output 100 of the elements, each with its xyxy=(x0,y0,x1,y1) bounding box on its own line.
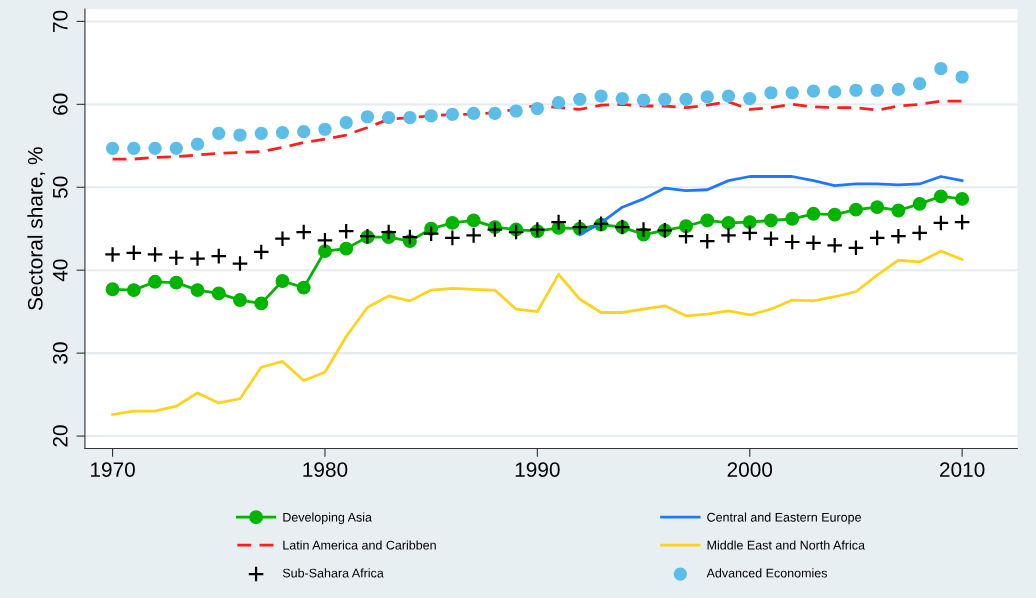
point xyxy=(252,243,270,261)
point xyxy=(275,125,290,140)
point xyxy=(679,92,693,106)
point xyxy=(783,233,801,251)
point xyxy=(148,141,162,155)
point xyxy=(233,128,247,142)
y-tick-label: 60 xyxy=(52,93,68,115)
point xyxy=(573,92,587,106)
point xyxy=(401,228,419,246)
point xyxy=(870,83,884,97)
point xyxy=(465,226,483,244)
point xyxy=(189,250,206,267)
point xyxy=(700,213,715,228)
y-tick-label: 20 xyxy=(52,425,68,447)
point xyxy=(275,274,290,288)
x-tick-label: 1990 xyxy=(515,462,560,477)
point xyxy=(742,215,757,230)
point xyxy=(316,231,334,249)
point xyxy=(105,282,120,297)
point xyxy=(890,227,907,245)
point xyxy=(295,223,313,241)
point xyxy=(635,221,652,238)
point xyxy=(741,224,759,242)
legend-label: Middle East and North Africa xyxy=(707,540,865,550)
point xyxy=(764,213,778,228)
point xyxy=(105,141,120,155)
point xyxy=(360,110,375,124)
point xyxy=(698,232,716,250)
point xyxy=(233,293,247,308)
point xyxy=(254,296,269,311)
point xyxy=(212,126,226,140)
point xyxy=(424,109,438,123)
point xyxy=(868,229,886,247)
point xyxy=(274,230,291,248)
x-tick-label: 1980 xyxy=(303,462,348,477)
y-tick-label: 40 xyxy=(52,259,68,282)
point xyxy=(467,106,481,121)
legend-label: Sub-Sahara Africa xyxy=(282,568,384,578)
point xyxy=(169,275,184,290)
point xyxy=(190,137,205,151)
legend-label: Latin America and Caribben xyxy=(283,540,436,550)
x-tick-label: 1970 xyxy=(90,462,135,477)
point xyxy=(339,116,353,130)
point xyxy=(127,141,141,155)
point xyxy=(849,83,863,97)
point xyxy=(911,224,929,242)
point xyxy=(806,84,821,98)
point xyxy=(955,191,970,206)
point xyxy=(444,229,461,247)
point xyxy=(828,85,842,99)
point xyxy=(594,89,608,103)
point xyxy=(933,189,948,204)
point xyxy=(679,219,693,234)
point xyxy=(210,247,228,265)
point xyxy=(848,202,863,217)
point xyxy=(934,62,948,76)
point xyxy=(827,207,842,222)
point xyxy=(403,111,417,125)
legend-label: Central and Eastern Europe xyxy=(707,512,861,525)
point xyxy=(296,280,311,295)
point xyxy=(677,227,695,245)
point xyxy=(380,223,398,241)
point xyxy=(847,239,865,257)
point xyxy=(382,111,396,125)
point xyxy=(700,90,714,104)
point xyxy=(764,86,778,100)
x-tick-label: 2010 xyxy=(940,462,985,477)
point xyxy=(658,92,672,106)
x-tick-label: 2000 xyxy=(727,462,773,477)
point xyxy=(126,283,141,298)
legend-label: Advanced Economies xyxy=(706,568,828,578)
point xyxy=(762,230,780,248)
point xyxy=(148,274,162,289)
legend-label: Developing Asia xyxy=(283,512,372,525)
point xyxy=(912,196,927,211)
point xyxy=(167,249,185,267)
y-tick-label: 50 xyxy=(52,176,68,199)
point xyxy=(297,125,311,139)
point xyxy=(507,223,525,241)
point xyxy=(337,222,355,240)
point xyxy=(550,213,567,231)
point xyxy=(891,203,906,218)
point xyxy=(445,215,460,230)
y-tick-label: 30 xyxy=(52,342,68,364)
point xyxy=(530,101,544,116)
point xyxy=(169,141,183,155)
point xyxy=(318,122,332,136)
point xyxy=(318,244,332,259)
point xyxy=(932,214,950,232)
point xyxy=(104,246,121,263)
point xyxy=(211,286,226,301)
point xyxy=(785,211,800,226)
line-series xyxy=(111,249,964,416)
point xyxy=(422,225,440,243)
point xyxy=(466,213,481,228)
point xyxy=(743,91,757,106)
point xyxy=(953,213,971,231)
point xyxy=(190,283,205,298)
point xyxy=(806,206,821,221)
point xyxy=(805,234,822,252)
